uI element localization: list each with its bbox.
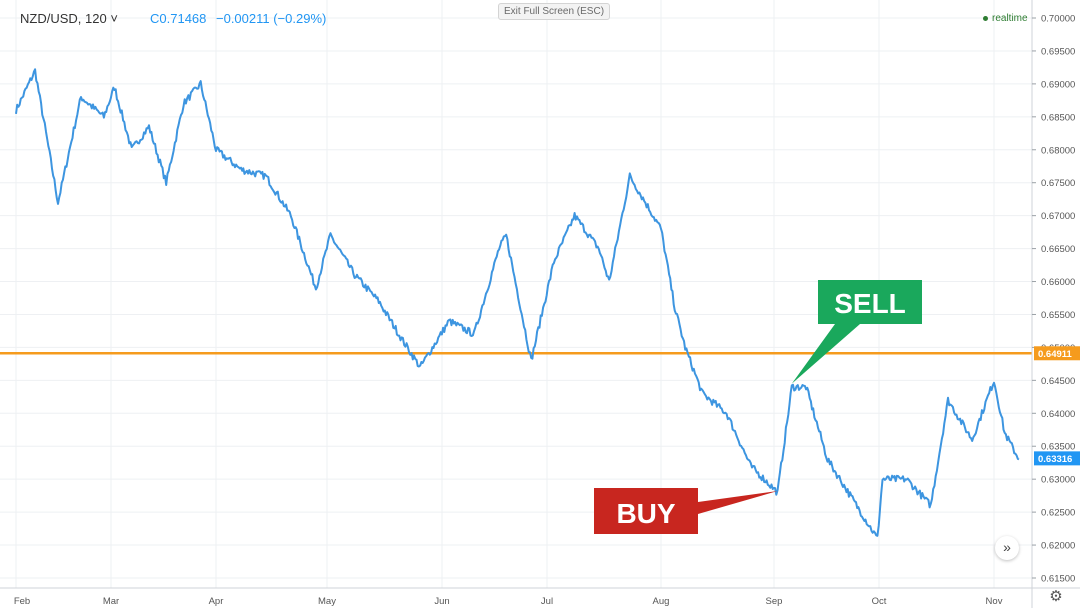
y-tick-label: 0.67000 [1041,211,1075,222]
last-price-tag-background [1034,451,1080,466]
y-tick-label: 0.66000 [1041,277,1075,288]
x-tick-label: Mar [103,596,119,607]
realtime-label: realtime [992,13,1028,24]
exit-fullscreen-button[interactable]: Exit Full Screen (ESC) [498,3,611,20]
double-chevron-right-icon[interactable]: » [995,536,1019,560]
x-tick-label: Nov [986,596,1003,607]
sell-callout-label: SELL [834,288,906,319]
x-tick-label: Jul [541,596,553,607]
price-change-readout: −0.00211 (−0.29%) [216,11,327,26]
x-tick-label: Oct [872,596,887,607]
symbol-interval-selector[interactable]: NZD/USD, 120 ˅ [20,11,118,26]
symbol-label: NZD/USD, 120 [20,11,107,26]
chevron-down-icon: ˅ [110,11,118,26]
price-axis: 0.70000 0.69500 0.69000 0.68500 0.68000 0.675… [1031,0,1075,608]
y-tick-label: 0.63000 [1041,475,1075,486]
level-price-tag-background [1034,346,1080,361]
level-price-tag-label: 0.64911 [1038,349,1073,360]
sell-callout-box [791,280,922,384]
x-tick-label: Apr [209,596,224,607]
trade-annotations: SELL BUY [594,280,922,534]
time-axis: Feb Mar Apr May Jun Jul Aug Sep Oct Nov [0,587,1080,607]
gear-icon[interactable]: ⚙ [1049,588,1063,605]
price-series [15,68,1020,537]
y-tick-label: 0.62000 [1041,541,1075,552]
price-line [15,68,1020,537]
y-tick-label: 0.64500 [1041,376,1075,387]
x-tick-label: Jun [434,596,449,607]
y-tick-label: 0.68000 [1041,145,1075,156]
close-price-readout: C0.71468 [150,11,207,26]
y-tick-label: 0.66500 [1041,244,1075,255]
x-tick-label: Feb [14,596,30,607]
status-dot-icon [983,15,988,21]
realtime-status: realtime [983,13,1028,24]
chart-grid [0,0,1032,588]
price-tags: 0.64911 0.63316 [1034,346,1080,466]
y-tick-label: 0.67500 [1041,178,1075,189]
y-tick-label: 0.63500 [1041,442,1075,453]
x-tick-label: Aug [653,596,670,607]
y-tick-label: 0.69500 [1041,46,1075,57]
y-tick-label: 0.68500 [1041,112,1075,123]
y-tick-label: 0.61500 [1041,574,1075,585]
y-tick-label: 0.62500 [1041,508,1075,519]
y-tick-label: 0.65500 [1041,310,1075,321]
y-tick-label: 0.70000 [1041,14,1075,25]
buy-callout-box [594,488,778,534]
y-tick-label: 0.64000 [1041,409,1075,420]
x-tick-label: May [318,596,336,607]
x-tick-label: Sep [766,596,783,607]
buy-callout-label: BUY [616,498,675,529]
y-tick-label: 0.69000 [1041,79,1075,90]
last-price-tag-label: 0.63316 [1038,454,1072,465]
